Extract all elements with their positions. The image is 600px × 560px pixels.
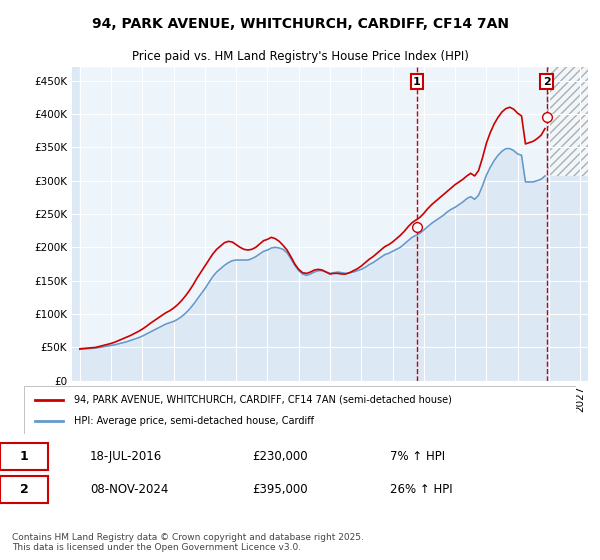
Text: HPI: Average price, semi-detached house, Cardiff: HPI: Average price, semi-detached house,… <box>74 416 314 426</box>
Text: 2: 2 <box>20 483 28 496</box>
Text: 94, PARK AVENUE, WHITCHURCH, CARDIFF, CF14 7AN (semi-detached house): 94, PARK AVENUE, WHITCHURCH, CARDIFF, CF… <box>74 395 452 405</box>
Text: £230,000: £230,000 <box>252 450 308 463</box>
Text: 2: 2 <box>542 77 550 87</box>
FancyBboxPatch shape <box>0 476 48 503</box>
Text: 94, PARK AVENUE, WHITCHURCH, CARDIFF, CF14 7AN: 94, PARK AVENUE, WHITCHURCH, CARDIFF, CF… <box>91 17 509 31</box>
Text: £395,000: £395,000 <box>252 483 308 496</box>
FancyBboxPatch shape <box>24 386 576 434</box>
Text: 7% ↑ HPI: 7% ↑ HPI <box>390 450 445 463</box>
Text: 1: 1 <box>413 77 421 87</box>
Text: Price paid vs. HM Land Registry's House Price Index (HPI): Price paid vs. HM Land Registry's House … <box>131 50 469 63</box>
Polygon shape <box>547 67 588 176</box>
Text: 18-JUL-2016: 18-JUL-2016 <box>90 450 162 463</box>
Text: 08-NOV-2024: 08-NOV-2024 <box>90 483 169 496</box>
Text: Contains HM Land Registry data © Crown copyright and database right 2025.
This d: Contains HM Land Registry data © Crown c… <box>12 533 364 552</box>
FancyBboxPatch shape <box>0 442 48 469</box>
Text: 26% ↑ HPI: 26% ↑ HPI <box>390 483 452 496</box>
Text: 1: 1 <box>20 450 28 463</box>
